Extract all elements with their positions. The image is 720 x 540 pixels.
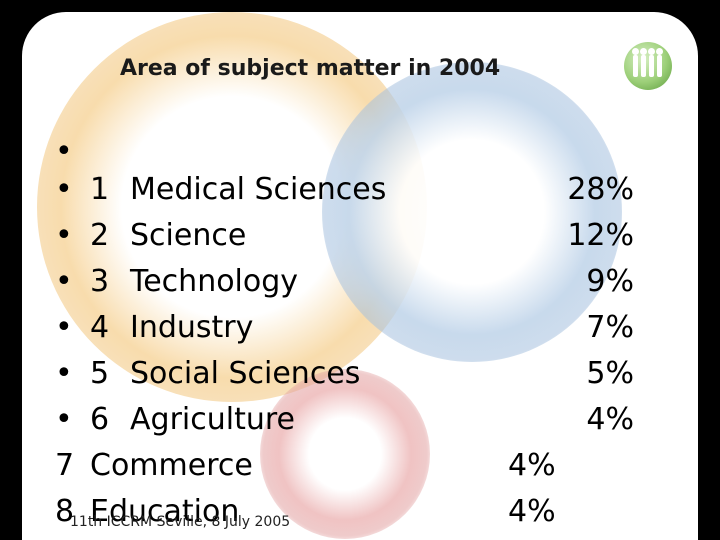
list-item: • 6 Agriculture 4% <box>0 402 720 448</box>
item-percent: 9% <box>586 264 634 299</box>
slide-title: Area of subject matter in 2004 <box>120 56 501 81</box>
item-percent: 28% <box>567 172 634 207</box>
list-item: • 4 Industry 7% <box>0 310 720 356</box>
slide-footer: 11th ICCRM Seville, 8 July 2005 <box>70 514 291 530</box>
item-number: 4 <box>90 310 110 345</box>
list-item: • 3 Technology 9% <box>0 264 720 310</box>
item-percent: 12% <box>567 218 634 253</box>
list-item: 7 Commerce 4% <box>0 448 720 494</box>
item-number: 2 <box>90 218 110 253</box>
bullet-marker: • <box>55 264 73 299</box>
item-label: Social Sciences <box>130 356 361 391</box>
list-item: • 5 Social Sciences 5% <box>0 356 720 402</box>
bullet-marker: • <box>55 356 73 391</box>
item-label: Medical Sciences <box>130 172 387 207</box>
list-item: • 1 Medical Sciences 28% <box>0 172 720 218</box>
item-number: 5 <box>90 356 110 391</box>
bullet-marker: • <box>55 172 73 207</box>
item-number: 7 <box>55 448 75 483</box>
list-item: • 2 Science 12% <box>0 218 720 264</box>
empty-list-item: • <box>0 134 720 180</box>
item-label: Science <box>130 218 247 253</box>
item-number: 3 <box>90 264 110 299</box>
decorative-blue-circle <box>322 62 622 362</box>
item-percent: 7% <box>586 310 634 345</box>
item-label: Industry <box>130 310 254 345</box>
item-percent: 5% <box>586 356 634 391</box>
bullet-marker: • <box>55 218 73 253</box>
item-label: Agriculture <box>130 402 295 437</box>
bullet-marker: • <box>55 134 73 169</box>
item-percent: 4% <box>508 448 556 483</box>
item-percent: 4% <box>586 402 634 437</box>
item-label: Commerce <box>90 448 253 483</box>
bullet-marker: • <box>55 402 73 437</box>
slide-background <box>22 12 698 540</box>
item-label: Education <box>90 494 240 529</box>
item-number: 8 <box>55 494 75 529</box>
item-number: 6 <box>90 402 110 437</box>
item-percent: 4% <box>508 494 556 529</box>
people-logo-icon <box>624 42 672 90</box>
list-item: 8 Education 4% <box>0 494 720 540</box>
item-label: Technology <box>130 264 299 299</box>
decorative-red-circle <box>260 369 430 539</box>
item-number: 1 <box>90 172 110 207</box>
bullet-marker: • <box>55 310 73 345</box>
